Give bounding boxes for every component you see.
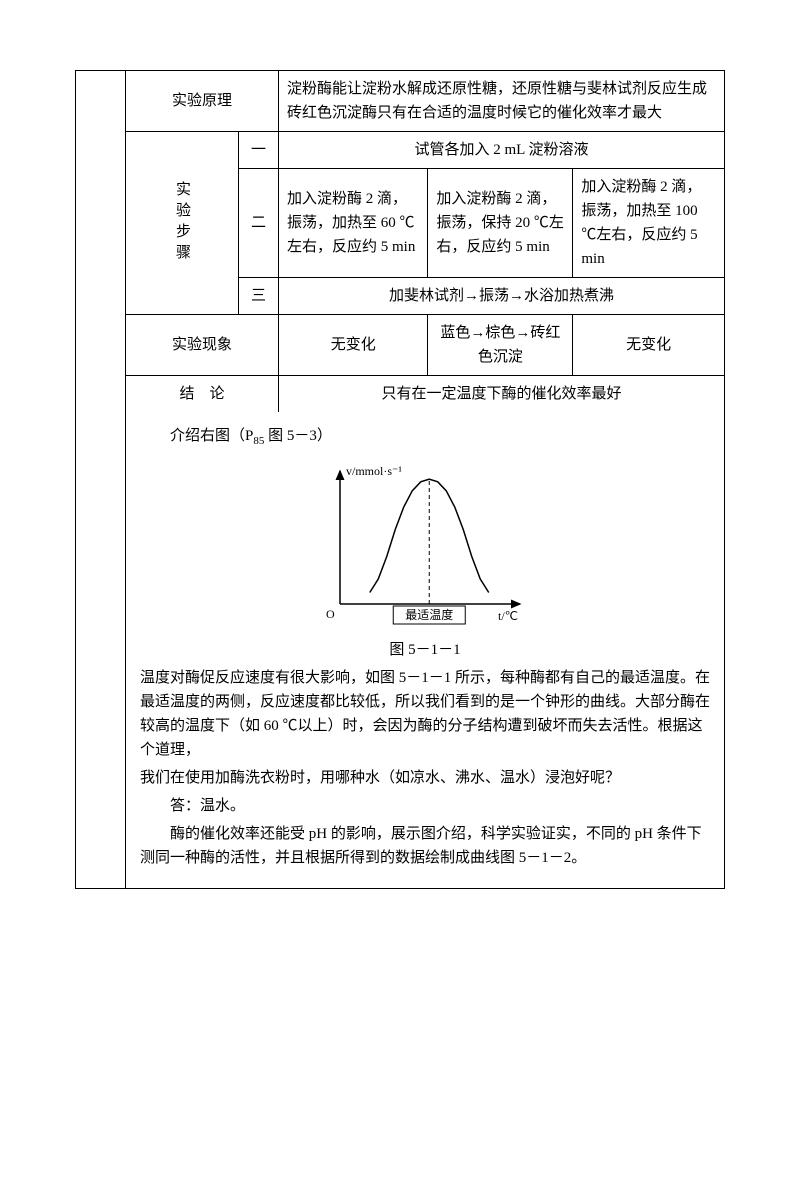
phenomenon-col3: 无变化 (573, 315, 724, 376)
svg-text:v/mmol·s⁻¹: v/mmol·s⁻¹ (346, 464, 402, 478)
main-content: 实验原理 淀粉酶能让淀粉水解成还原性糖，还原性糖与斐林试剂反应生成砖红色沉淀酶只… (126, 71, 724, 888)
step2-num: 二 (239, 169, 279, 278)
paragraph-2: 我们在使用加酶洗衣粉时，用哪种水（如凉水、沸水、温水）浸泡好呢？ (140, 766, 710, 790)
experiment-table: 实验原理 淀粉酶能让淀粉水解成还原性糖，还原性糖与斐林试剂反应生成砖红色沉淀酶只… (126, 71, 724, 412)
step2-col2: 加入淀粉酶 2 滴，振荡，保持 20 ℃左右，反应约 5 min (428, 169, 573, 278)
intro-ref-post: 图 5－3） (264, 428, 332, 444)
principle-text: 淀粉酶能让淀粉水解成还原性糖，还原性糖与斐林试剂反应生成砖红色沉淀酶只有在合适的… (279, 71, 725, 132)
principle-label: 实验原理 (126, 71, 279, 132)
step3-text: 加斐林试剂→振荡→水浴加热煮沸 (279, 278, 725, 315)
phenomenon-col1: 无变化 (279, 315, 428, 376)
intro-ref-sub: 85 (253, 435, 264, 447)
paragraph-1: 温度对酶促反应速度有很大影响，如图 5－1－1 所示，每种酶都有自己的最适温度。… (140, 666, 710, 762)
svg-text:t/℃: t/℃ (498, 609, 518, 623)
conclusion-text: 只有在一定温度下酶的催化效率最好 (279, 376, 725, 413)
paragraph-3: 酶的催化效率还能受 pH 的影响，展示图介绍，科学实验证实，不同的 pH 条件下… (140, 822, 710, 870)
temperature-curve-chart: v/mmol·s⁻¹ t/℃ O 最适温度 (310, 459, 540, 634)
step2-col3: 加入淀粉酶 2 滴，振荡，加热至 100 ℃左右，反应约 5 min (573, 169, 724, 278)
phenomenon-label: 实验现象 (126, 315, 279, 376)
step2-col1: 加入淀粉酶 2 滴，振荡，加热至 60 ℃左右，反应约 5 min (279, 169, 428, 278)
step3-num: 三 (239, 278, 279, 315)
phenomenon-col2: 蓝色→棕色→砖红色沉淀 (428, 315, 573, 376)
figure-caption: 图 5－1－1 (140, 638, 710, 662)
body-text: 介绍右图（P85 图 5－3） v/mmol·s⁻¹ t/℃ O 最适温度 图 5－1… (126, 412, 724, 888)
svg-text:最适温度: 最适温度 (405, 607, 453, 622)
document-frame: 实验原理 淀粉酶能让淀粉水解成还原性糖，还原性糖与斐林试剂反应生成砖红色沉淀酶只… (75, 70, 725, 889)
conclusion-label: 结 论 (126, 376, 279, 413)
left-gutter (76, 71, 126, 888)
intro-ref: 介绍右图（P85 图 5－3） (140, 424, 710, 451)
answer: 答：温水。 (140, 794, 710, 818)
step1-text: 试管各加入 2 mL 淀粉溶液 (279, 132, 725, 169)
intro-ref-pre: 介绍右图（P (170, 428, 253, 444)
step1-num: 一 (239, 132, 279, 169)
svg-text:O: O (326, 607, 335, 621)
steps-label: 实验步骤 (126, 132, 239, 315)
